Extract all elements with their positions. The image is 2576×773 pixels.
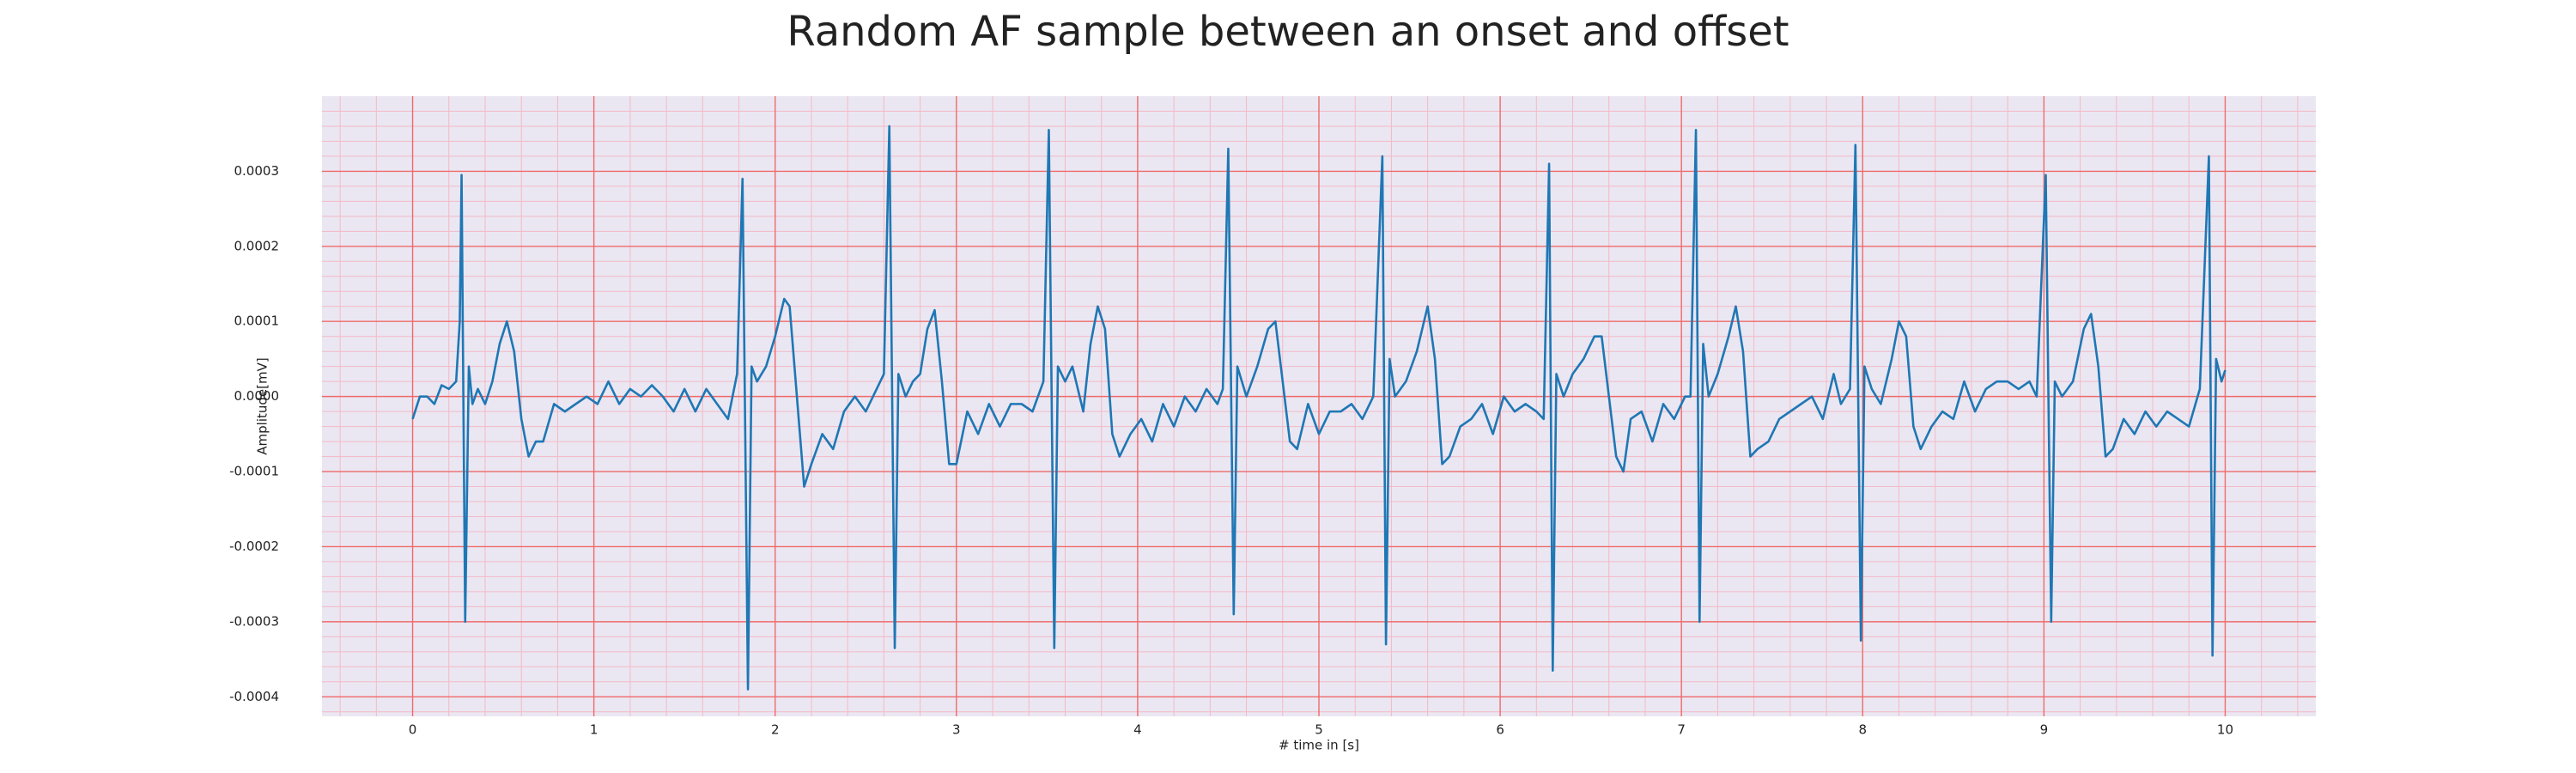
x-tick-label: 1 xyxy=(590,722,598,738)
chart-title: Random AF sample between an onset and of… xyxy=(787,8,1789,56)
y-tick-label: -0.0002 xyxy=(229,539,279,554)
line-series xyxy=(411,125,2227,691)
x-tick-label: 9 xyxy=(2040,722,2049,738)
x-tick-label: 3 xyxy=(952,722,961,738)
x-axis-label: # time in [s] xyxy=(1279,738,1359,753)
y-tick-label: 0.0003 xyxy=(234,163,280,179)
y-tick-label: 0.0000 xyxy=(234,388,280,404)
tick-labels: 0 1 2 3 4 5 6 7 8 9 10 -0.0004 -0.0003 -0.0002 -0.0001… xyxy=(229,163,2233,738)
grid xyxy=(322,96,2316,716)
x-tick-label: 7 xyxy=(1677,722,1686,738)
x-tick-label: 8 xyxy=(1858,722,1867,738)
y-tick-label: -0.0004 xyxy=(229,689,279,704)
x-tick-label: 0 xyxy=(409,722,417,738)
y-tick-label: 0.0002 xyxy=(234,238,280,253)
y-tick-label: -0.0001 xyxy=(229,464,279,479)
x-tick-label: 4 xyxy=(1133,722,1142,738)
y-tick-label: -0.0003 xyxy=(229,613,279,629)
x-tick-label: 6 xyxy=(1496,722,1504,738)
series xyxy=(411,125,2227,691)
x-tick-label: 5 xyxy=(1315,722,1323,738)
x-tick-label: 10 xyxy=(2217,722,2233,738)
y-axis-label: Amplitude[mV] xyxy=(255,357,270,454)
y-tick-label: 0.0001 xyxy=(234,313,280,329)
x-tick-label: 2 xyxy=(771,722,780,738)
